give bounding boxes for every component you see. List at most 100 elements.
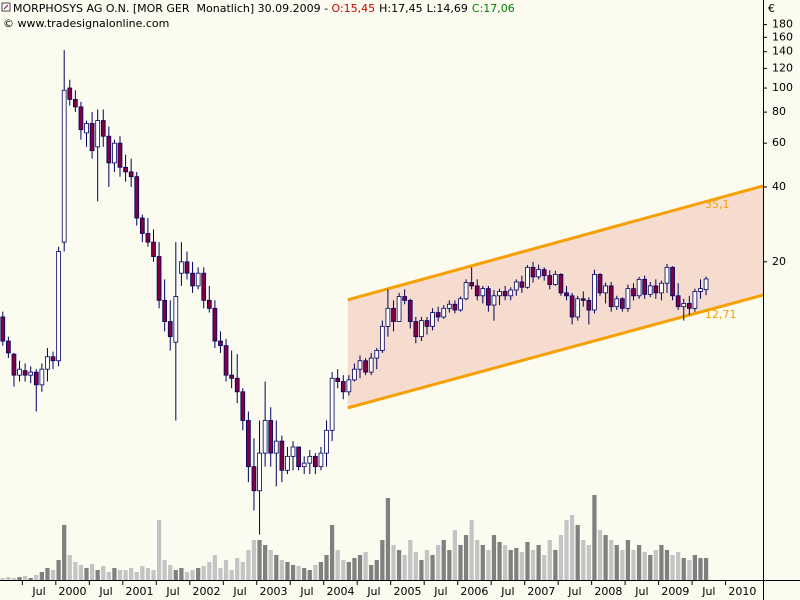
volume-bar [223, 560, 229, 580]
candle-body [664, 266, 670, 284]
volume-bar [134, 572, 139, 580]
candle-body [441, 307, 447, 318]
candle-body [486, 288, 491, 306]
volume-bar [341, 560, 346, 580]
volume-bar [530, 550, 536, 580]
volume-bar [391, 545, 396, 580]
candle-body [301, 462, 307, 468]
x-tick-label: Jul [165, 585, 179, 598]
candle-body [340, 381, 346, 393]
volume-bar [201, 566, 206, 580]
volume-bar [670, 555, 675, 580]
candle-body [558, 273, 564, 294]
open-label: O:15,45 [331, 2, 375, 15]
volume-bar [274, 555, 279, 580]
volume-bar [28, 578, 33, 580]
volume-bar [318, 562, 324, 580]
volume-bar [190, 570, 195, 580]
candle-body [112, 142, 117, 164]
candle-body [569, 295, 575, 318]
candle-body [647, 285, 653, 295]
volume-bar [642, 552, 647, 580]
channel-upper-line [347, 184, 764, 302]
candle-body [296, 446, 301, 468]
volume-bar [614, 545, 619, 580]
candle-body [385, 307, 391, 327]
x-tick-label: Jul [433, 585, 447, 598]
volume-bar [519, 552, 524, 580]
volume-bar [581, 540, 586, 580]
volume-bar [469, 520, 474, 580]
volume-bar [486, 550, 491, 580]
low-label: L:14,69 [427, 2, 468, 15]
y-tick-label: 60 [772, 136, 786, 149]
volume-bar [463, 535, 469, 580]
candle-body [402, 296, 408, 301]
candle-body [195, 272, 201, 287]
volume-bar [39, 572, 44, 580]
candle-body [603, 285, 608, 294]
volume-bar [257, 540, 262, 580]
candle-body [608, 285, 614, 308]
volume-bar [240, 562, 245, 580]
volume-bar [586, 545, 591, 580]
candle-body [580, 298, 586, 301]
volume-bar [212, 555, 218, 580]
volume-bar [396, 550, 402, 580]
volume-bar [62, 525, 67, 580]
x-tick-label: 2000 [59, 585, 87, 598]
candle-body [33, 371, 39, 386]
candle-body [659, 282, 664, 294]
candle-body [151, 241, 156, 257]
candle-body [435, 312, 441, 318]
candle-body [257, 452, 262, 492]
channel-lower-line [347, 293, 764, 410]
volume-bar [22, 576, 28, 580]
candle-body [335, 377, 341, 382]
candle-body [379, 325, 385, 351]
x-tick-label: 2010 [728, 585, 756, 598]
candle-body [240, 391, 246, 421]
candle-body [396, 296, 402, 322]
volume-bar [436, 545, 441, 580]
volume-bar [67, 555, 72, 580]
candle-body [246, 420, 251, 468]
candle-body [117, 142, 123, 168]
candle-body [106, 135, 112, 164]
volume-bar [575, 525, 580, 580]
volume-bar [17, 577, 22, 580]
volume-bar [218, 568, 223, 580]
candle-body [458, 298, 463, 311]
candle-body [547, 275, 553, 285]
candle-body [346, 379, 352, 393]
volume-bar [184, 572, 190, 580]
volume-bar [703, 558, 709, 580]
candle-body [6, 340, 11, 354]
candle-body [22, 370, 28, 376]
volume-bar [380, 540, 385, 580]
candle-body [424, 320, 430, 327]
candle-body [279, 440, 285, 471]
high-label: H:17,45 [379, 2, 422, 15]
volume-bar [56, 560, 61, 580]
candle-body [480, 288, 486, 297]
volume-layer [0, 495, 709, 580]
x-tick-label: 2003 [259, 585, 287, 598]
volume-bar [676, 552, 681, 580]
channel-layer: 35,1 12,71 [347, 184, 764, 410]
volume-bar [653, 550, 658, 580]
candle-body [139, 217, 145, 234]
candle-body [318, 452, 324, 468]
candle-body [201, 272, 207, 301]
candle-body [234, 377, 240, 393]
candle-body [463, 282, 469, 300]
candle-body [614, 298, 620, 308]
volume-bar [84, 568, 89, 580]
candle-body [218, 340, 223, 347]
candle-body [469, 282, 474, 287]
volume-bar [458, 545, 463, 580]
candle-body [39, 368, 45, 386]
candle-body [553, 273, 558, 285]
candle-body [190, 272, 195, 287]
